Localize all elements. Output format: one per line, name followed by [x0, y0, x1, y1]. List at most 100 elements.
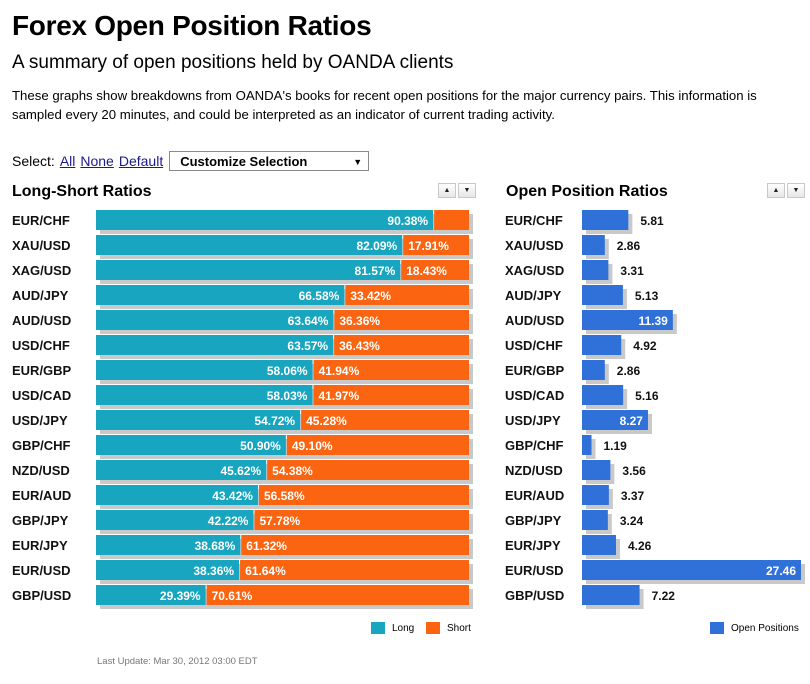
sort-down-icon[interactable]: ▼ — [787, 183, 805, 198]
short-value-label: 56.58% — [264, 489, 305, 503]
category-label: EUR/JPY — [12, 538, 68, 553]
category-label: EUR/AUD — [12, 488, 71, 503]
short-bar — [254, 510, 469, 530]
short-bar — [434, 210, 469, 230]
sort-up-icon[interactable]: ▲ — [767, 183, 785, 198]
open-value-label: 7.22 — [652, 589, 676, 603]
open-position-bar — [582, 285, 623, 305]
short-bar — [313, 360, 469, 380]
short-value-label: 45.28% — [306, 414, 347, 428]
short-bar — [403, 235, 469, 255]
long-bar — [96, 510, 254, 530]
open-position-bar — [582, 210, 629, 230]
long-bar — [96, 485, 258, 505]
category-label: USD/CHF — [12, 338, 70, 353]
category-label: AUD/JPY — [505, 288, 562, 303]
page-description: These graphs show breakdowns from OANDA'… — [12, 88, 757, 122]
long-bar — [96, 410, 301, 430]
long-bar — [96, 285, 345, 305]
short-value-label: 49.10% — [292, 439, 333, 453]
category-label: USD/CHF — [505, 338, 563, 353]
open-value-label: 2.86 — [617, 364, 641, 378]
short-value-label: 57.78% — [259, 514, 300, 528]
short-bar — [301, 410, 469, 430]
long-bar — [96, 310, 334, 330]
open-position-bar — [582, 435, 592, 455]
long-bar — [96, 210, 434, 230]
short-bar — [334, 310, 469, 330]
open-value-label: 1.19 — [603, 439, 627, 453]
long-bar — [96, 335, 334, 355]
sort-down-icon[interactable]: ▼ — [458, 183, 476, 198]
long-value-label: 90.38% — [387, 214, 428, 228]
customize-selection-dropdown[interactable]: Customize Selection ▼ — [169, 151, 370, 171]
long-bar — [96, 535, 241, 555]
category-label: EUR/CHF — [505, 213, 563, 228]
short-value-label: 61.32% — [246, 539, 287, 553]
category-label: EUR/GBP — [505, 363, 565, 378]
select-label: Select: — [12, 153, 55, 169]
page-subtitle: A summary of open positions held by OAND… — [12, 52, 454, 73]
legend-short: Short — [426, 622, 471, 634]
legend-short-label: Short — [447, 622, 471, 634]
short-bar — [240, 560, 469, 580]
short-value-label: 41.94% — [319, 364, 360, 378]
short-value-label: 17.91% — [408, 239, 449, 253]
long-value-label: 66.58% — [299, 289, 340, 303]
short-value-label: 36.36% — [339, 314, 380, 328]
open-position-title: Open Position Ratios — [506, 183, 668, 200]
open-position-bar — [582, 585, 640, 605]
short-bar — [401, 260, 469, 280]
open-value-label: 4.26 — [628, 539, 652, 553]
long-bar — [96, 385, 313, 405]
short-value-label: 33.42% — [350, 289, 391, 303]
long-value-label: 38.36% — [193, 564, 234, 578]
open-value-label: 5.13 — [635, 289, 659, 303]
select-row: Select: All None Default Customize Selec… — [12, 150, 370, 172]
long-short-chart: EUR/CHF 90.38% XAU/USD 82.09% 17.91% XAG/USD 8… — [12, 210, 473, 609]
open-position-chart: EUR/CHF 5.81 XAU/USD 2.86 XAG/USD 3.31 AUD/JPY… — [505, 210, 805, 609]
short-bar — [334, 335, 469, 355]
long-value-label: 63.57% — [287, 339, 328, 353]
select-none-link[interactable]: None — [80, 153, 114, 169]
long-value-label: 43.42% — [212, 489, 253, 503]
short-bar — [258, 485, 469, 505]
chevron-down-icon: ▼ — [353, 157, 363, 167]
long-value-label: 63.64% — [288, 314, 329, 328]
category-label: EUR/JPY — [505, 538, 561, 553]
category-label: USD/CAD — [505, 388, 564, 403]
category-label: NZD/USD — [12, 463, 70, 478]
open-value-label: 27.46 — [766, 564, 796, 578]
long-value-label: 81.57% — [355, 264, 396, 278]
short-value-label: 70.61% — [212, 589, 253, 603]
open-position-bar — [582, 510, 608, 530]
short-bar — [206, 585, 469, 605]
long-bar — [96, 585, 206, 605]
short-bar — [286, 435, 469, 455]
open-position-bar — [582, 460, 611, 480]
long-bar — [96, 435, 286, 455]
select-default-link[interactable]: Default — [118, 153, 164, 169]
sort-up-icon[interactable]: ▲ — [438, 183, 456, 198]
long-value-label: 45.62% — [220, 464, 261, 478]
long-value-label: 38.68% — [195, 539, 236, 553]
long-bar — [96, 560, 240, 580]
select-all-link[interactable]: All — [59, 153, 76, 169]
open-position-bar — [582, 335, 622, 355]
category-label: EUR/AUD — [505, 488, 564, 503]
long-short-title: Long-Short Ratios — [12, 183, 152, 200]
open-value-label: 8.27 — [620, 414, 644, 428]
open-value-label: 3.31 — [620, 264, 644, 278]
open-position-bar — [582, 560, 801, 580]
short-value-label: 18.43% — [406, 264, 447, 278]
category-label: USD/CAD — [12, 388, 71, 403]
category-label: AUD/USD — [12, 313, 71, 328]
short-value-label: 41.97% — [318, 389, 359, 403]
open-value-label: 5.16 — [635, 389, 659, 403]
long-value-label: 58.03% — [267, 389, 308, 403]
category-label: XAU/USD — [12, 238, 71, 253]
open-value-label: 3.37 — [621, 489, 645, 503]
long-value-label: 54.72% — [254, 414, 295, 428]
category-label: USD/JPY — [505, 413, 561, 428]
legend-short-swatch — [426, 622, 440, 634]
